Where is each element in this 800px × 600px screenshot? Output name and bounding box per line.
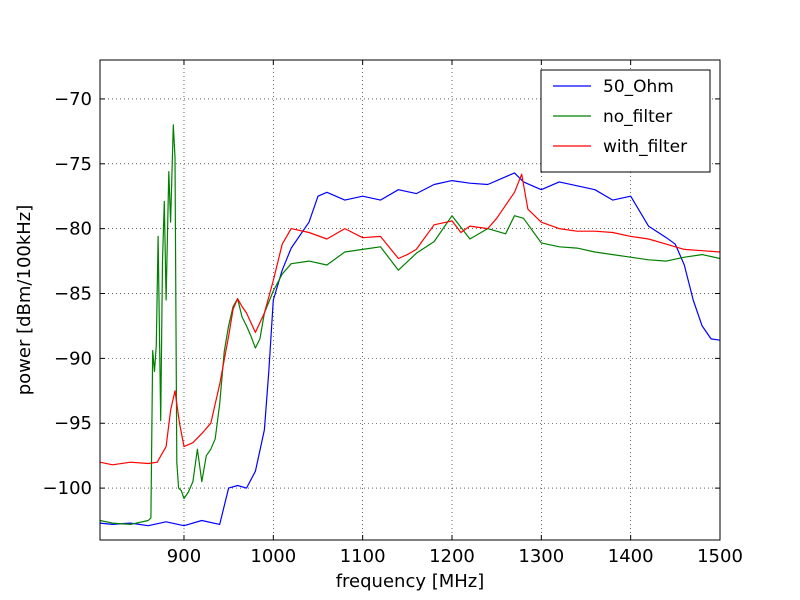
plot-frame (99, 59, 721, 541)
legend-frame (540, 69, 711, 173)
x-tick-label: 1200 (429, 546, 475, 567)
legend-label: no_filter (603, 107, 672, 127)
y-tick-label: −100 (43, 478, 92, 499)
legend: 50_Ohm no_filter with_filter (540, 69, 711, 173)
series-line-with_filter (99, 173, 721, 466)
x-tick-label: 1000 (250, 546, 296, 567)
series-line-50_Ohm (99, 172, 721, 527)
x-tick-label: 1400 (608, 546, 654, 567)
x-axis-label: frequency [MHz] (336, 571, 485, 592)
series-lines (99, 124, 721, 527)
x-tick-label: 900 (167, 546, 201, 567)
y-tick-label: −95 (54, 413, 92, 434)
x-tick-label: 1100 (340, 546, 386, 567)
y-tick-label: −70 (54, 89, 92, 110)
ticks: 900 1000 1100 1200 1300 1400 1500 −70 −75 −80 −85 −… (43, 60, 743, 567)
y-tick-label: −80 (54, 219, 92, 240)
legend-label: 50_Ohm (603, 77, 674, 97)
legend-label: with_filter (603, 137, 687, 157)
y-tick-label: −90 (54, 348, 92, 369)
y-tick-label: −75 (54, 154, 92, 175)
y-axis-label: power [dBm/100kHz] (14, 205, 35, 396)
x-tick-label: 1300 (518, 546, 564, 567)
series-line-no_filter (99, 124, 721, 526)
y-tick-label: −85 (54, 284, 92, 305)
x-tick-label: 1500 (697, 546, 743, 567)
